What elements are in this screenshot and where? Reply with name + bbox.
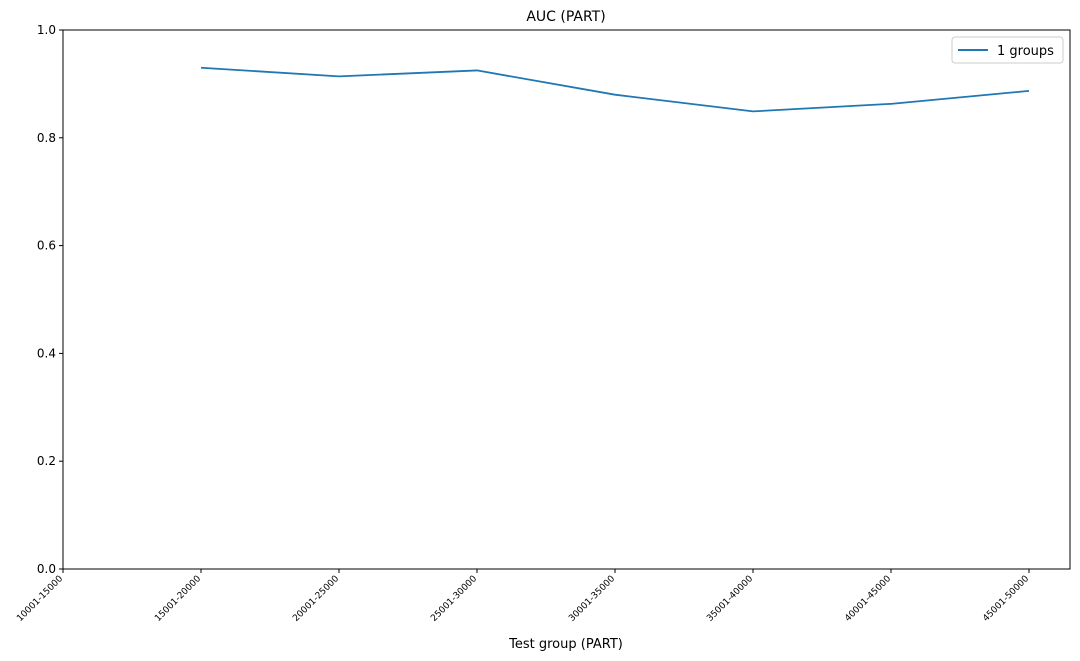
plot-area [62,29,1071,570]
y-tick-label: 0.8 [37,131,56,145]
x-tick-label: 35001-40000 [705,574,755,624]
x-tick-label: 10001-15000 [15,574,65,624]
y-tick-label: 1.0 [37,23,56,37]
x-tick-label: 20001-25000 [291,574,341,624]
y-tick-label: 0.0 [37,562,56,576]
x-tick-label: 25001-30000 [429,574,479,624]
y-axis: 0.0 0.2 0.4 0.6 0.8 1.0 [37,23,63,576]
x-axis-label: Test group (PART) [508,637,623,652]
legend-box [951,36,1064,64]
series-layer [200,66,1030,113]
x-axis: 10001-15000 15001-20000 20001-25000 25001-3… [15,569,1031,624]
chart-title: AUC (PART) [526,9,605,25]
legend-label: 1 groups [997,44,1054,59]
y-tick-label: 0.2 [37,454,56,468]
x-tick-label: 40001-45000 [843,574,893,624]
legend: 1 groups [951,36,1064,64]
x-tick-label: 45001-50000 [981,574,1031,624]
y-tick-label: 0.6 [37,239,56,253]
series-line-0 [200,66,1030,113]
y-tick-label: 0.4 [37,346,56,360]
x-tick-label: 15001-20000 [153,574,203,624]
x-tick-label: 30001-35000 [567,574,617,624]
